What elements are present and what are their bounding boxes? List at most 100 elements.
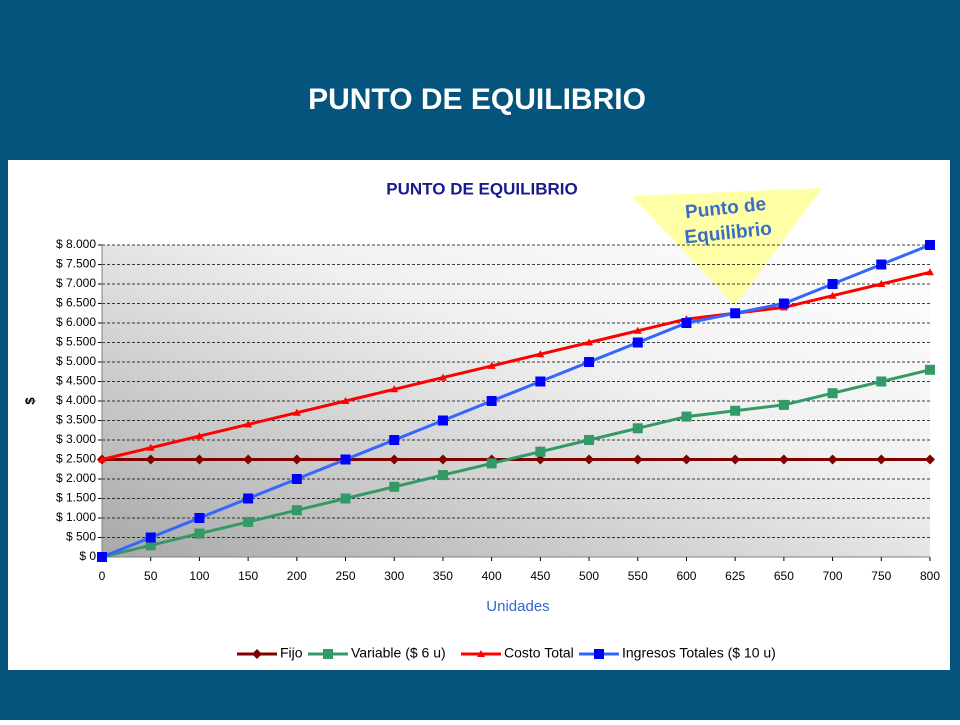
y-tick-label: $ 3.500 <box>56 413 96 427</box>
annotation-callout <box>632 188 822 306</box>
x-tick-label: 50 <box>144 569 158 583</box>
marker <box>633 326 642 334</box>
marker <box>291 474 302 484</box>
marker <box>584 357 595 367</box>
marker <box>778 454 789 465</box>
legend-entry: Costo Total <box>461 645 574 661</box>
marker <box>876 454 887 465</box>
marker <box>681 411 692 422</box>
marker <box>632 454 643 465</box>
marker <box>98 455 106 463</box>
marker <box>925 240 935 250</box>
y-axis-label: $ <box>22 397 37 405</box>
marker <box>535 454 546 465</box>
marker <box>536 350 545 358</box>
marker <box>827 279 838 289</box>
marker <box>389 454 400 465</box>
marker <box>340 493 351 504</box>
marker <box>477 650 485 657</box>
x-tick-label: 625 <box>725 569 745 583</box>
series-line <box>101 368 931 559</box>
x-tick-label: 300 <box>384 569 404 583</box>
legend-entry: Fijo <box>237 645 303 661</box>
marker <box>730 308 741 319</box>
x-tick-label: 150 <box>238 569 258 583</box>
marker <box>390 385 399 393</box>
marker <box>437 454 448 465</box>
series-line <box>101 243 931 559</box>
marker <box>340 454 351 465</box>
marker <box>438 373 447 381</box>
marker <box>681 454 692 465</box>
x-tick-label: 650 <box>774 569 794 583</box>
y-tick-label: $ 6.000 <box>56 315 96 329</box>
marker <box>535 376 546 387</box>
y-tick-label: $ 8.000 <box>56 237 96 251</box>
marker <box>828 291 837 299</box>
slide-title: PUNTO DE EQUILIBRIO <box>308 83 646 116</box>
y-tick-label: $ 6.500 <box>56 296 96 310</box>
series-line <box>101 270 931 461</box>
legend-entry: Variable ($ 6 u) <box>308 645 446 661</box>
marker <box>926 268 934 276</box>
legend-label: Ingresos Totales ($ 10 u) <box>622 645 776 661</box>
marker <box>584 454 595 465</box>
marker <box>145 540 156 551</box>
marker <box>594 649 604 659</box>
y-tick-label: $ 7.500 <box>56 257 96 271</box>
y-tick-label: $ 500 <box>66 530 96 544</box>
y-tick-label: $ 3.000 <box>56 432 96 446</box>
marker <box>877 280 886 287</box>
y-tick-label: $ 4.500 <box>56 374 96 388</box>
y-tick-label: $ 0 <box>79 549 96 563</box>
marker <box>243 454 254 465</box>
x-tick-label: 100 <box>189 569 209 583</box>
marker <box>195 432 204 440</box>
marker <box>244 420 253 428</box>
marker <box>876 376 887 387</box>
y-tick-label: $ 5.000 <box>56 354 96 368</box>
marker <box>194 454 205 465</box>
marker <box>437 415 448 426</box>
marker <box>341 397 350 404</box>
marker <box>486 458 497 469</box>
marker <box>437 470 448 481</box>
marker <box>827 454 838 465</box>
legend-label: Variable ($ 6 u) <box>351 645 446 661</box>
x-axis-label: Unidades <box>486 598 549 615</box>
x-tick-label: 700 <box>823 569 843 583</box>
x-tick-label: 200 <box>287 569 307 583</box>
x-tick-label: 800 <box>920 569 940 583</box>
x-tick-label: 550 <box>628 569 648 583</box>
marker <box>252 649 262 659</box>
marker <box>243 493 254 504</box>
marker <box>487 361 496 369</box>
marker <box>486 396 497 406</box>
x-tick-label: 450 <box>530 569 550 583</box>
x-tick-label: 350 <box>433 569 453 583</box>
marker <box>925 454 935 465</box>
marker <box>243 516 254 527</box>
marker <box>585 338 594 346</box>
marker <box>389 435 400 445</box>
marker <box>389 481 400 492</box>
y-tick-label: $ 1.500 <box>56 491 96 505</box>
marker <box>535 446 546 457</box>
marker <box>632 423 643 434</box>
marker <box>145 532 156 543</box>
y-tick-label: $ 7.000 <box>56 276 96 290</box>
y-tick-label: $ 1.000 <box>56 510 96 524</box>
y-tick-label: $ 2.000 <box>56 471 96 485</box>
marker <box>292 408 301 416</box>
marker <box>584 435 595 445</box>
marker <box>730 405 741 416</box>
marker <box>323 649 333 659</box>
marker <box>925 364 935 375</box>
y-tick-label: $ 2.500 <box>56 452 96 466</box>
y-tick-label: $ 4.000 <box>56 393 96 407</box>
x-tick-label: 500 <box>579 569 599 583</box>
x-tick-label: 750 <box>871 569 891 583</box>
x-tick-label: 600 <box>676 569 696 583</box>
marker <box>146 443 155 451</box>
